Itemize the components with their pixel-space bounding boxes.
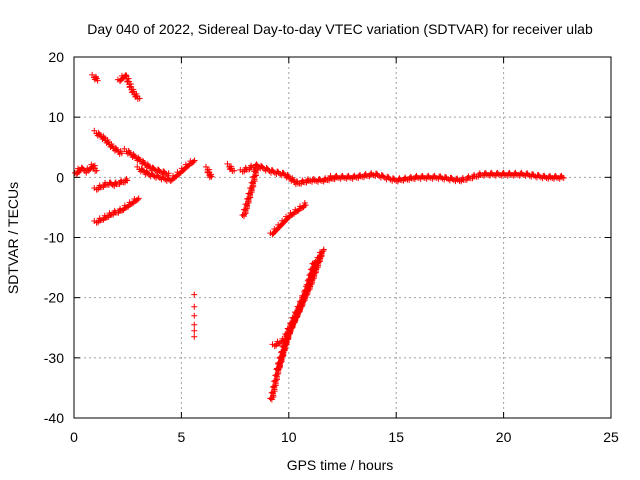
x-tick-label: 20: [496, 429, 512, 445]
data-point: [132, 92, 139, 99]
data-point: [135, 195, 142, 202]
y-tick-label: 0: [56, 169, 64, 185]
series-arc-upper-17: [114, 72, 143, 102]
data-point: [129, 88, 136, 95]
series-mid-band: [121, 145, 172, 179]
data-points: [71, 71, 567, 403]
y-tick-label: 20: [48, 49, 64, 65]
data-point: [231, 167, 238, 174]
data-point: [273, 371, 280, 378]
data-point: [191, 291, 198, 298]
data-point: [271, 383, 278, 390]
series-small-7.3: [224, 160, 238, 175]
x-tick-label: 10: [281, 429, 297, 445]
data-point: [272, 377, 279, 384]
series-arc-neg9: [267, 200, 309, 238]
data-point: [207, 172, 214, 179]
y-tick-label: -30: [44, 350, 64, 366]
y-tick-label: -20: [44, 290, 64, 306]
data-point: [122, 72, 129, 79]
series-small-6.3: [202, 163, 215, 181]
data-point: [126, 83, 133, 90]
series-arc-8: [239, 165, 261, 220]
data-point: [252, 167, 259, 174]
data-point: [93, 167, 100, 174]
data-point: [208, 173, 215, 180]
data-point: [94, 77, 101, 84]
data-point: [118, 150, 125, 157]
y-tick-label: -40: [44, 410, 64, 426]
data-point: [317, 253, 324, 260]
y-tick-label: 10: [48, 109, 64, 125]
x-tick-label: 0: [70, 429, 78, 445]
data-point: [191, 303, 198, 310]
data-point: [268, 394, 275, 401]
data-point: [191, 321, 198, 328]
data-point: [124, 78, 131, 85]
data-point: [191, 333, 198, 340]
data-point: [320, 246, 327, 253]
series-cluster-3to6: [134, 157, 198, 185]
data-point: [123, 175, 130, 182]
data-point: [204, 168, 211, 175]
series-isolated-vertical: [191, 291, 198, 340]
y-axis-label: SDTVAR / TECUs: [5, 182, 21, 294]
x-tick-label: 25: [603, 429, 619, 445]
data-point: [251, 173, 258, 180]
x-tick-label: 5: [178, 429, 186, 445]
data-point: [134, 196, 141, 203]
y-tick-label: -10: [44, 230, 64, 246]
x-tick-label: 15: [388, 429, 404, 445]
data-point: [191, 327, 198, 334]
data-point: [250, 179, 257, 186]
series-baseline-early: [71, 161, 100, 178]
data-point: [269, 389, 276, 396]
data-point: [191, 312, 198, 319]
grid: [74, 57, 611, 418]
data-point: [90, 164, 97, 171]
data-point: [122, 72, 129, 79]
data-point: [560, 175, 567, 182]
series-dip-and-recover: [91, 175, 131, 193]
axis-ticks: 0 5 10 15 20 25 -40 -30 -20 -10 0 10 20: [44, 49, 619, 445]
series-main-band: [237, 161, 340, 188]
series-tail-band: [327, 169, 567, 185]
data-point: [318, 252, 325, 259]
chart-title: Day 040 of 2022, Sidereal Day-to-day VTE…: [87, 21, 593, 37]
series-arc-neg8: [91, 195, 142, 226]
data-point: [136, 95, 143, 102]
data-point: [248, 184, 255, 191]
data-point: [191, 157, 198, 164]
x-axis-label: GPS time / hours: [287, 457, 394, 473]
series-arc-7: [91, 127, 125, 157]
data-point: [190, 158, 197, 165]
data-point: [301, 200, 308, 207]
series-arc-upper-16: [89, 71, 101, 84]
data-point: [202, 163, 209, 170]
series-deep-arc-3: [273, 252, 325, 373]
